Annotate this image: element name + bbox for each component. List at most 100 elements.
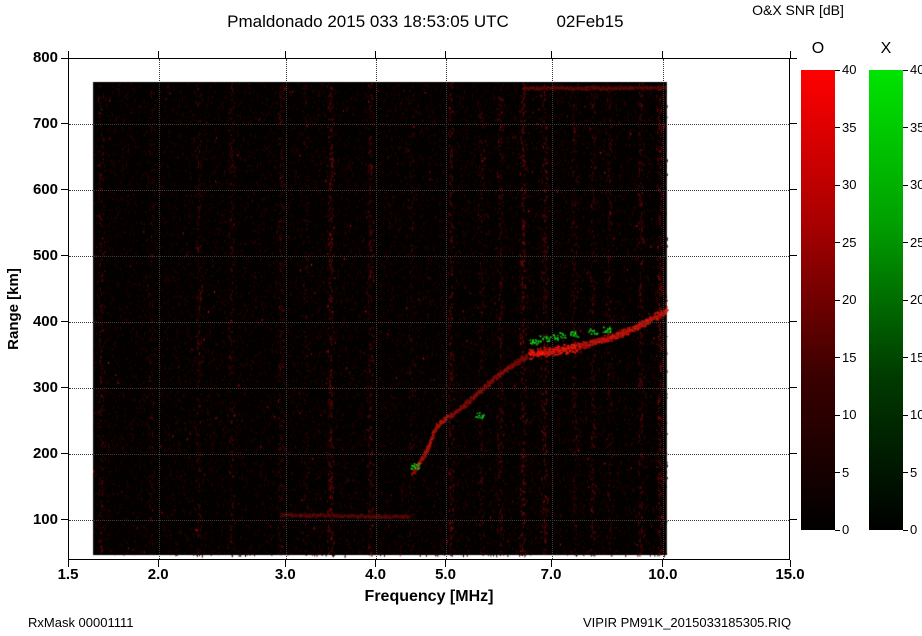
colorbar-tick [903, 414, 908, 416]
y-axis-tick-right [790, 519, 797, 521]
colorbar-tick [903, 529, 908, 531]
y-axis-tick-right [790, 453, 797, 455]
x-axis-tick-top [157, 51, 159, 58]
colorbar-tick [835, 357, 840, 358]
x-axis-tick-top [375, 51, 377, 58]
y-axis-tick [61, 519, 68, 521]
colorbar-tick-label: 30 [842, 177, 857, 192]
y-axis-tick-right [790, 189, 797, 191]
y-axis-tick [61, 57, 68, 59]
colorbar-tick-label: 15 [842, 349, 857, 365]
plot-date: 02Feb15 [556, 12, 624, 31]
y-tick-label: 600 [32, 180, 58, 198]
ionogram-heatmap [69, 59, 789, 559]
y-axis-tick [61, 123, 68, 125]
x-axis-tick [550, 560, 552, 567]
y-axis-tick-right [790, 123, 797, 125]
x-gridline [158, 59, 160, 559]
y-axis-tick-right [790, 387, 797, 389]
colorbar-tick [835, 69, 840, 71]
x-tick-label: 5.0 [435, 566, 456, 583]
y-axis-tick [61, 189, 68, 191]
x-axis-tick [67, 560, 69, 567]
colorbar-tick-label: 0 [842, 522, 850, 537]
colorbar-tick-label: 40 [910, 62, 922, 77]
y-tick-label: 800 [32, 49, 58, 66]
colorbar-tick-label: 35 [910, 119, 922, 135]
colorbar-tick-label: 40 [842, 62, 857, 77]
x-axis-tick-top [284, 51, 286, 58]
colorbar-tick-label: 35 [842, 119, 857, 135]
y-axis-tick-right [790, 321, 797, 323]
plot-area [68, 58, 790, 560]
colorbar-tick-label: 20 [910, 292, 922, 307]
x-gridline [446, 59, 448, 559]
colorbar-tick [903, 242, 908, 243]
y-axis-tick [61, 321, 68, 323]
y-axis-tick-right [790, 57, 797, 59]
colorbar-tick [835, 127, 840, 128]
x-gridline [663, 59, 665, 559]
x-tick-label: 4.0 [365, 566, 386, 583]
x-tick-label: 3.0 [274, 566, 296, 583]
colorbar-x-label: X [880, 40, 892, 57]
colorbar-o-label: O [811, 40, 825, 57]
colorbar-tick [835, 299, 840, 301]
x-tick-label: 1.5 [57, 566, 79, 583]
colorbar-tick-label: 25 [842, 234, 857, 250]
x-axis-tick-top [789, 51, 791, 58]
y-axis-tick [61, 255, 68, 257]
y-tick-label: 300 [32, 378, 58, 396]
x-axis-tick-top [445, 51, 447, 58]
y-axis-tick [61, 387, 68, 389]
colorbar-tick-label: 30 [910, 177, 922, 192]
source-file-label: VIPIR PM91K_2015033185305.RIQ [583, 615, 792, 630]
plot-title: Pmaldonado 2015 033 18:53:05 UTC [227, 12, 509, 31]
x-gridline [551, 59, 553, 559]
x-axis-tick [662, 560, 664, 567]
x-axis-tick [157, 560, 159, 567]
y-gridline [69, 256, 789, 258]
colorbar-tick [835, 529, 840, 531]
colorbar-tick-label: 5 [910, 464, 918, 480]
y-gridline [69, 520, 789, 522]
y-tick-label: 700 [32, 114, 58, 132]
x-axis-tick [375, 560, 377, 567]
colorbar-tick [835, 184, 840, 186]
colorbar-tick [903, 127, 908, 128]
colorbar-x [869, 70, 903, 530]
rxmask-label: RxMask 00001111 [28, 615, 134, 630]
y-tick-label: 400 [32, 312, 58, 330]
colorbar-tick-label: 10 [842, 407, 857, 422]
colorbar-tick [835, 472, 840, 473]
colorbar-tick [903, 299, 908, 301]
y-tick-label: 100 [32, 510, 58, 528]
y-axis-title: Range [km] [5, 268, 22, 350]
x-axis-tick-top [662, 51, 664, 58]
x-tick-label: 10.0 [648, 566, 678, 583]
colorbar-tick-label: 10 [910, 407, 922, 422]
x-axis-tick [445, 560, 447, 567]
y-tick-label: 200 [32, 444, 58, 462]
colorbar-tick-label: 15 [910, 349, 922, 365]
y-gridline [69, 388, 789, 390]
y-axis-tick [61, 453, 68, 455]
colorbar-tick [903, 357, 908, 358]
x-tick-label: 7.0 [540, 566, 562, 583]
colorbar-tick [835, 242, 840, 243]
x-tick-label: 15.0 [775, 566, 805, 583]
colorbar-tick [835, 414, 840, 416]
y-gridline [69, 322, 789, 324]
x-axis-tick [789, 560, 791, 567]
x-gridline [285, 59, 287, 559]
colorbar-tick [903, 184, 908, 186]
x-axis-tick-top [550, 51, 552, 58]
y-tick-label: 500 [32, 246, 58, 264]
colorbar-tick [903, 69, 908, 71]
colorbar-tick-label: 25 [910, 234, 922, 250]
colorbar-tick [903, 472, 908, 473]
colorbar-tick-label: 20 [842, 292, 857, 307]
x-axis-tick [284, 560, 286, 567]
x-axis-tick-top [67, 51, 69, 58]
